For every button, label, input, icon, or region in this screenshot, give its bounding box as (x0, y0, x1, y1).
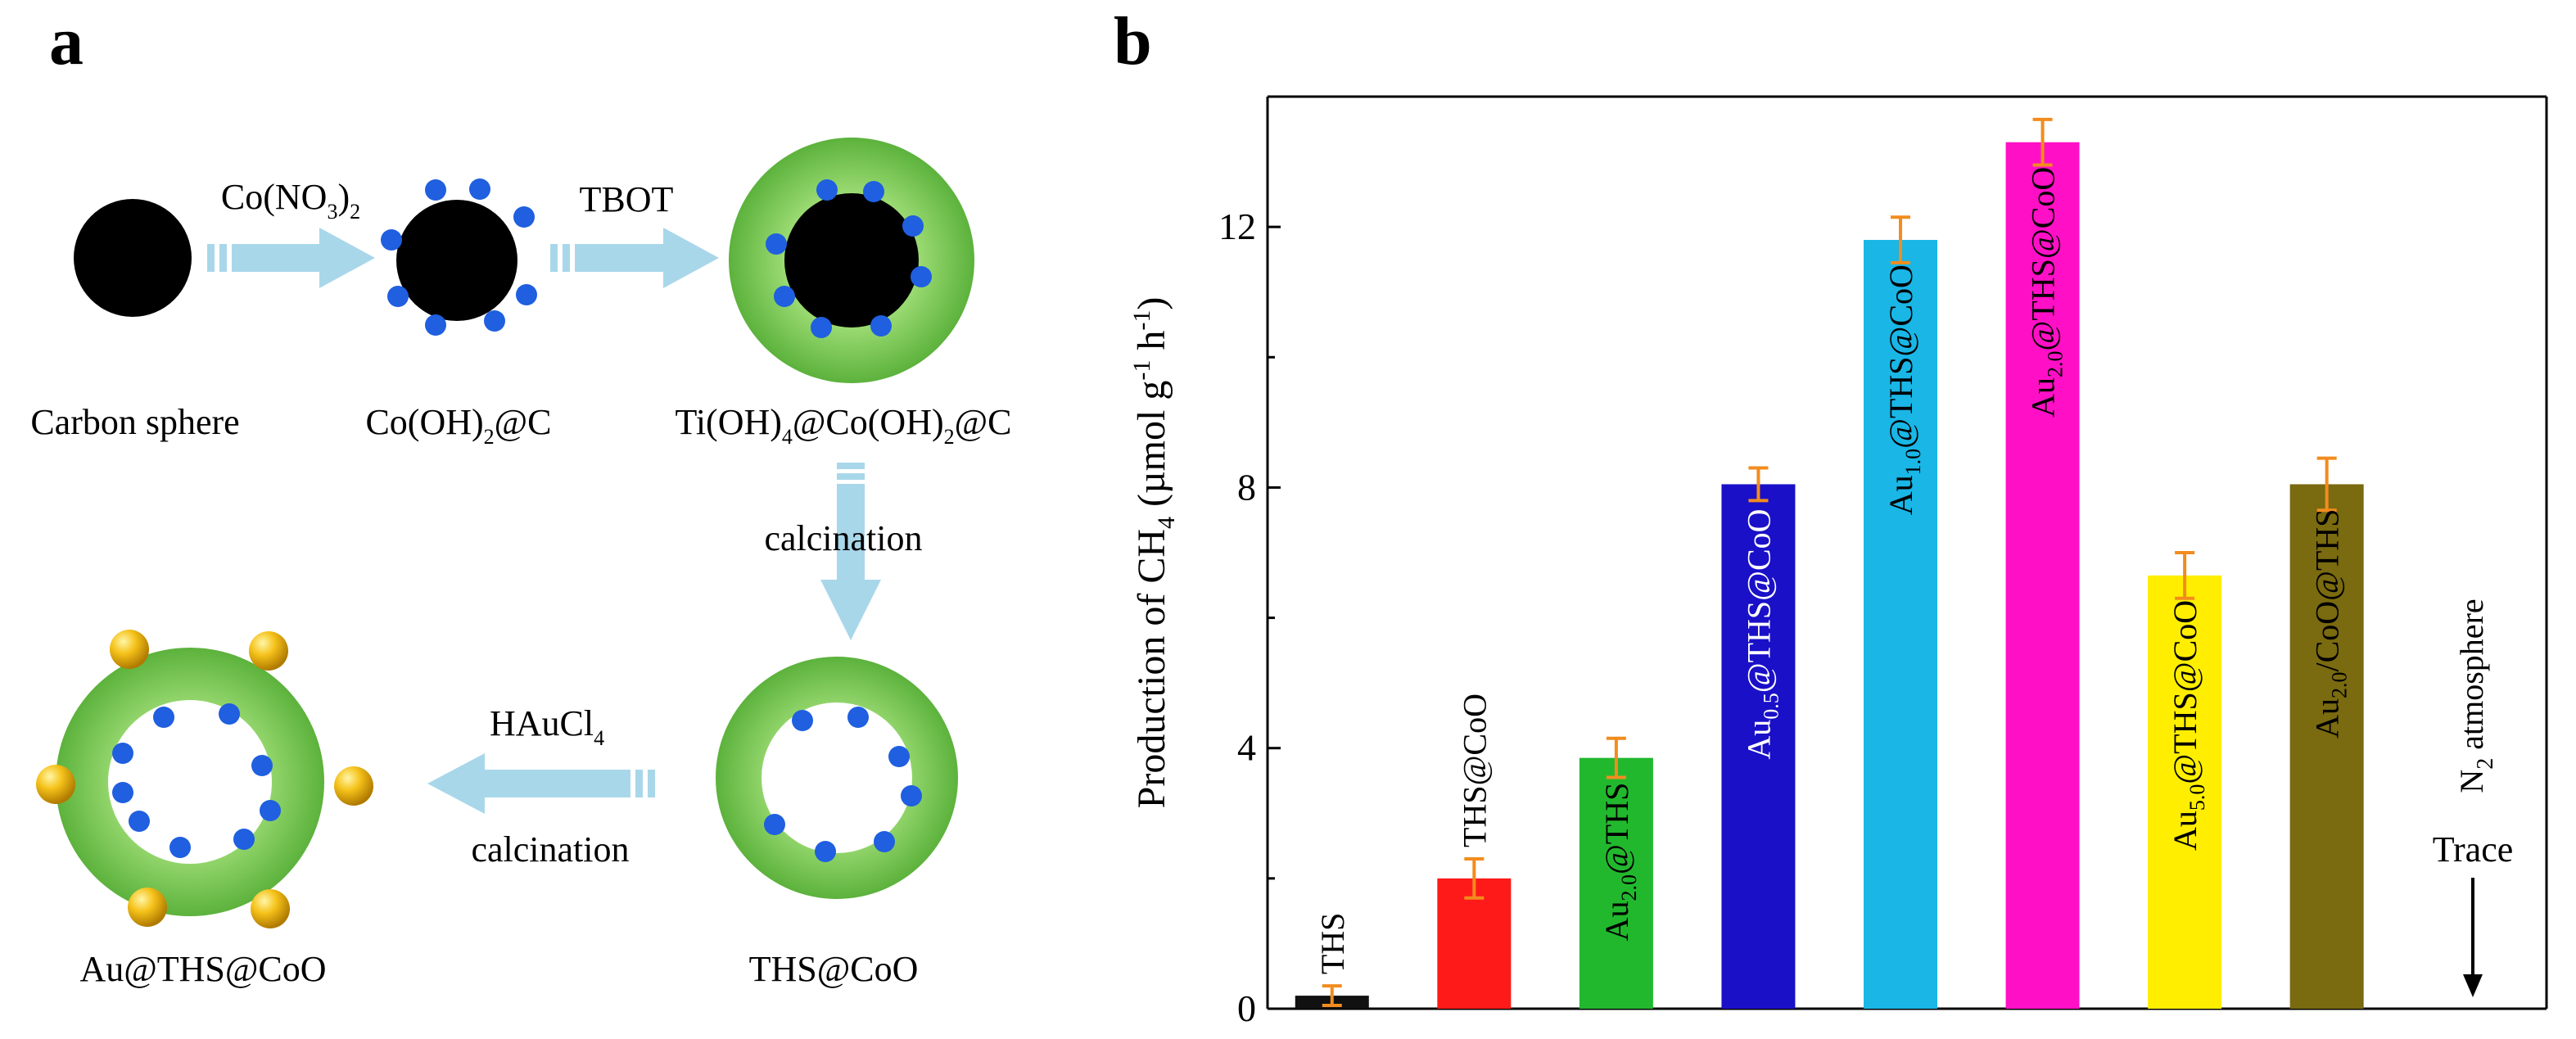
bar-label: THS@CoO (1456, 693, 1493, 847)
bar (1437, 878, 1512, 1009)
bar-label: Au0.5@THS@CoO (1740, 508, 1783, 759)
reagent-co-no3: Co(NO3)2 (221, 177, 360, 224)
reagent-haucl4: HAuCl4 (490, 703, 604, 750)
step-calcination-left: calcination (471, 829, 629, 870)
y-tick-label: 12 (1218, 206, 1256, 247)
arrow-down (820, 463, 881, 640)
trace-arrow (2463, 878, 2483, 997)
bars: THS THS@CoO Au2.0@THS Au0.5@THS@CoO Au1.0@TH… (1295, 117, 2364, 1010)
n2-atmosphere-label: N2 atmosphere (2453, 599, 2498, 793)
bar-label: Au2.0@THS@CoO (2025, 167, 2068, 418)
ch4-bar-chart: 0 4 8 12 THS THS@CoO Au2.0@THS Au0.5@THS@CoO Au… (1128, 95, 2548, 1029)
bar-label: THS (1314, 913, 1351, 975)
panel-a-label: a (49, 3, 84, 79)
y-tick-label: 4 (1237, 727, 1256, 769)
y-tick-label: 0 (1237, 987, 1256, 1029)
ti-co-c-particle (729, 138, 974, 383)
bar-label: Au2.0@THS (1598, 783, 1641, 942)
panel-b-label: b (1114, 3, 1152, 79)
au-ths-coo-label: Au@THS@CoO (79, 949, 326, 989)
y-axis-label: Production of CH4 (µmol g-1 h-1) (1128, 297, 1180, 809)
arrow-right-2 (550, 228, 719, 288)
au-ths-coo-particle (36, 630, 373, 928)
y-tick-label: 8 (1237, 466, 1256, 508)
bar (1864, 240, 1937, 1009)
bar-label: Au2.0/CoO@THS (2309, 508, 2352, 738)
co-oh2-c-label: Co(OH)2@C (365, 402, 551, 449)
carbon-sphere-core (74, 199, 192, 317)
reagent-tbot: TBOT (580, 179, 674, 219)
co-oh2-c-particle (381, 178, 537, 336)
bar (1721, 484, 1796, 1009)
bar (2148, 575, 2222, 1009)
y-ticks: 0 4 8 12 (1218, 206, 1281, 1029)
ths-coo-particle (716, 657, 958, 899)
step-calcination-down: calcination (764, 518, 922, 558)
arrow-right-1 (207, 228, 375, 288)
ti-co-c-label: Ti(OH)4@Co(OH)2@C (675, 402, 1011, 449)
bar (1579, 757, 1653, 1009)
bar (2289, 484, 2364, 1009)
arrow-left (427, 753, 655, 814)
bar (2005, 142, 2080, 1010)
trace-label: Trace (2433, 829, 2514, 870)
carbon-sphere-label: Carbon sphere (30, 402, 239, 442)
ths-coo-label: THS@CoO (749, 949, 919, 989)
bar-label: Au1.0@THS@CoO (1882, 264, 1925, 515)
bar-label: Au5.0@THS@CoO (2167, 600, 2209, 851)
